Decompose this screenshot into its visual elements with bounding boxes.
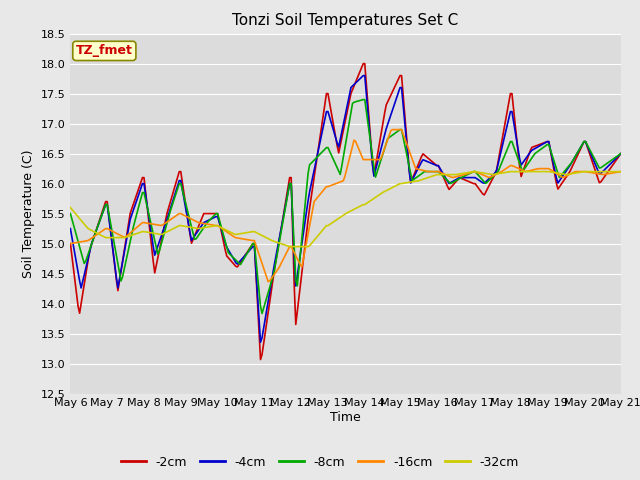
Title: Tonzi Soil Temperatures Set C: Tonzi Soil Temperatures Set C	[232, 13, 459, 28]
Legend: -2cm, -4cm, -8cm, -16cm, -32cm: -2cm, -4cm, -8cm, -16cm, -32cm	[116, 451, 524, 474]
X-axis label: Time: Time	[330, 411, 361, 424]
Y-axis label: Soil Temperature (C): Soil Temperature (C)	[22, 149, 35, 278]
Text: TZ_fmet: TZ_fmet	[76, 44, 132, 58]
